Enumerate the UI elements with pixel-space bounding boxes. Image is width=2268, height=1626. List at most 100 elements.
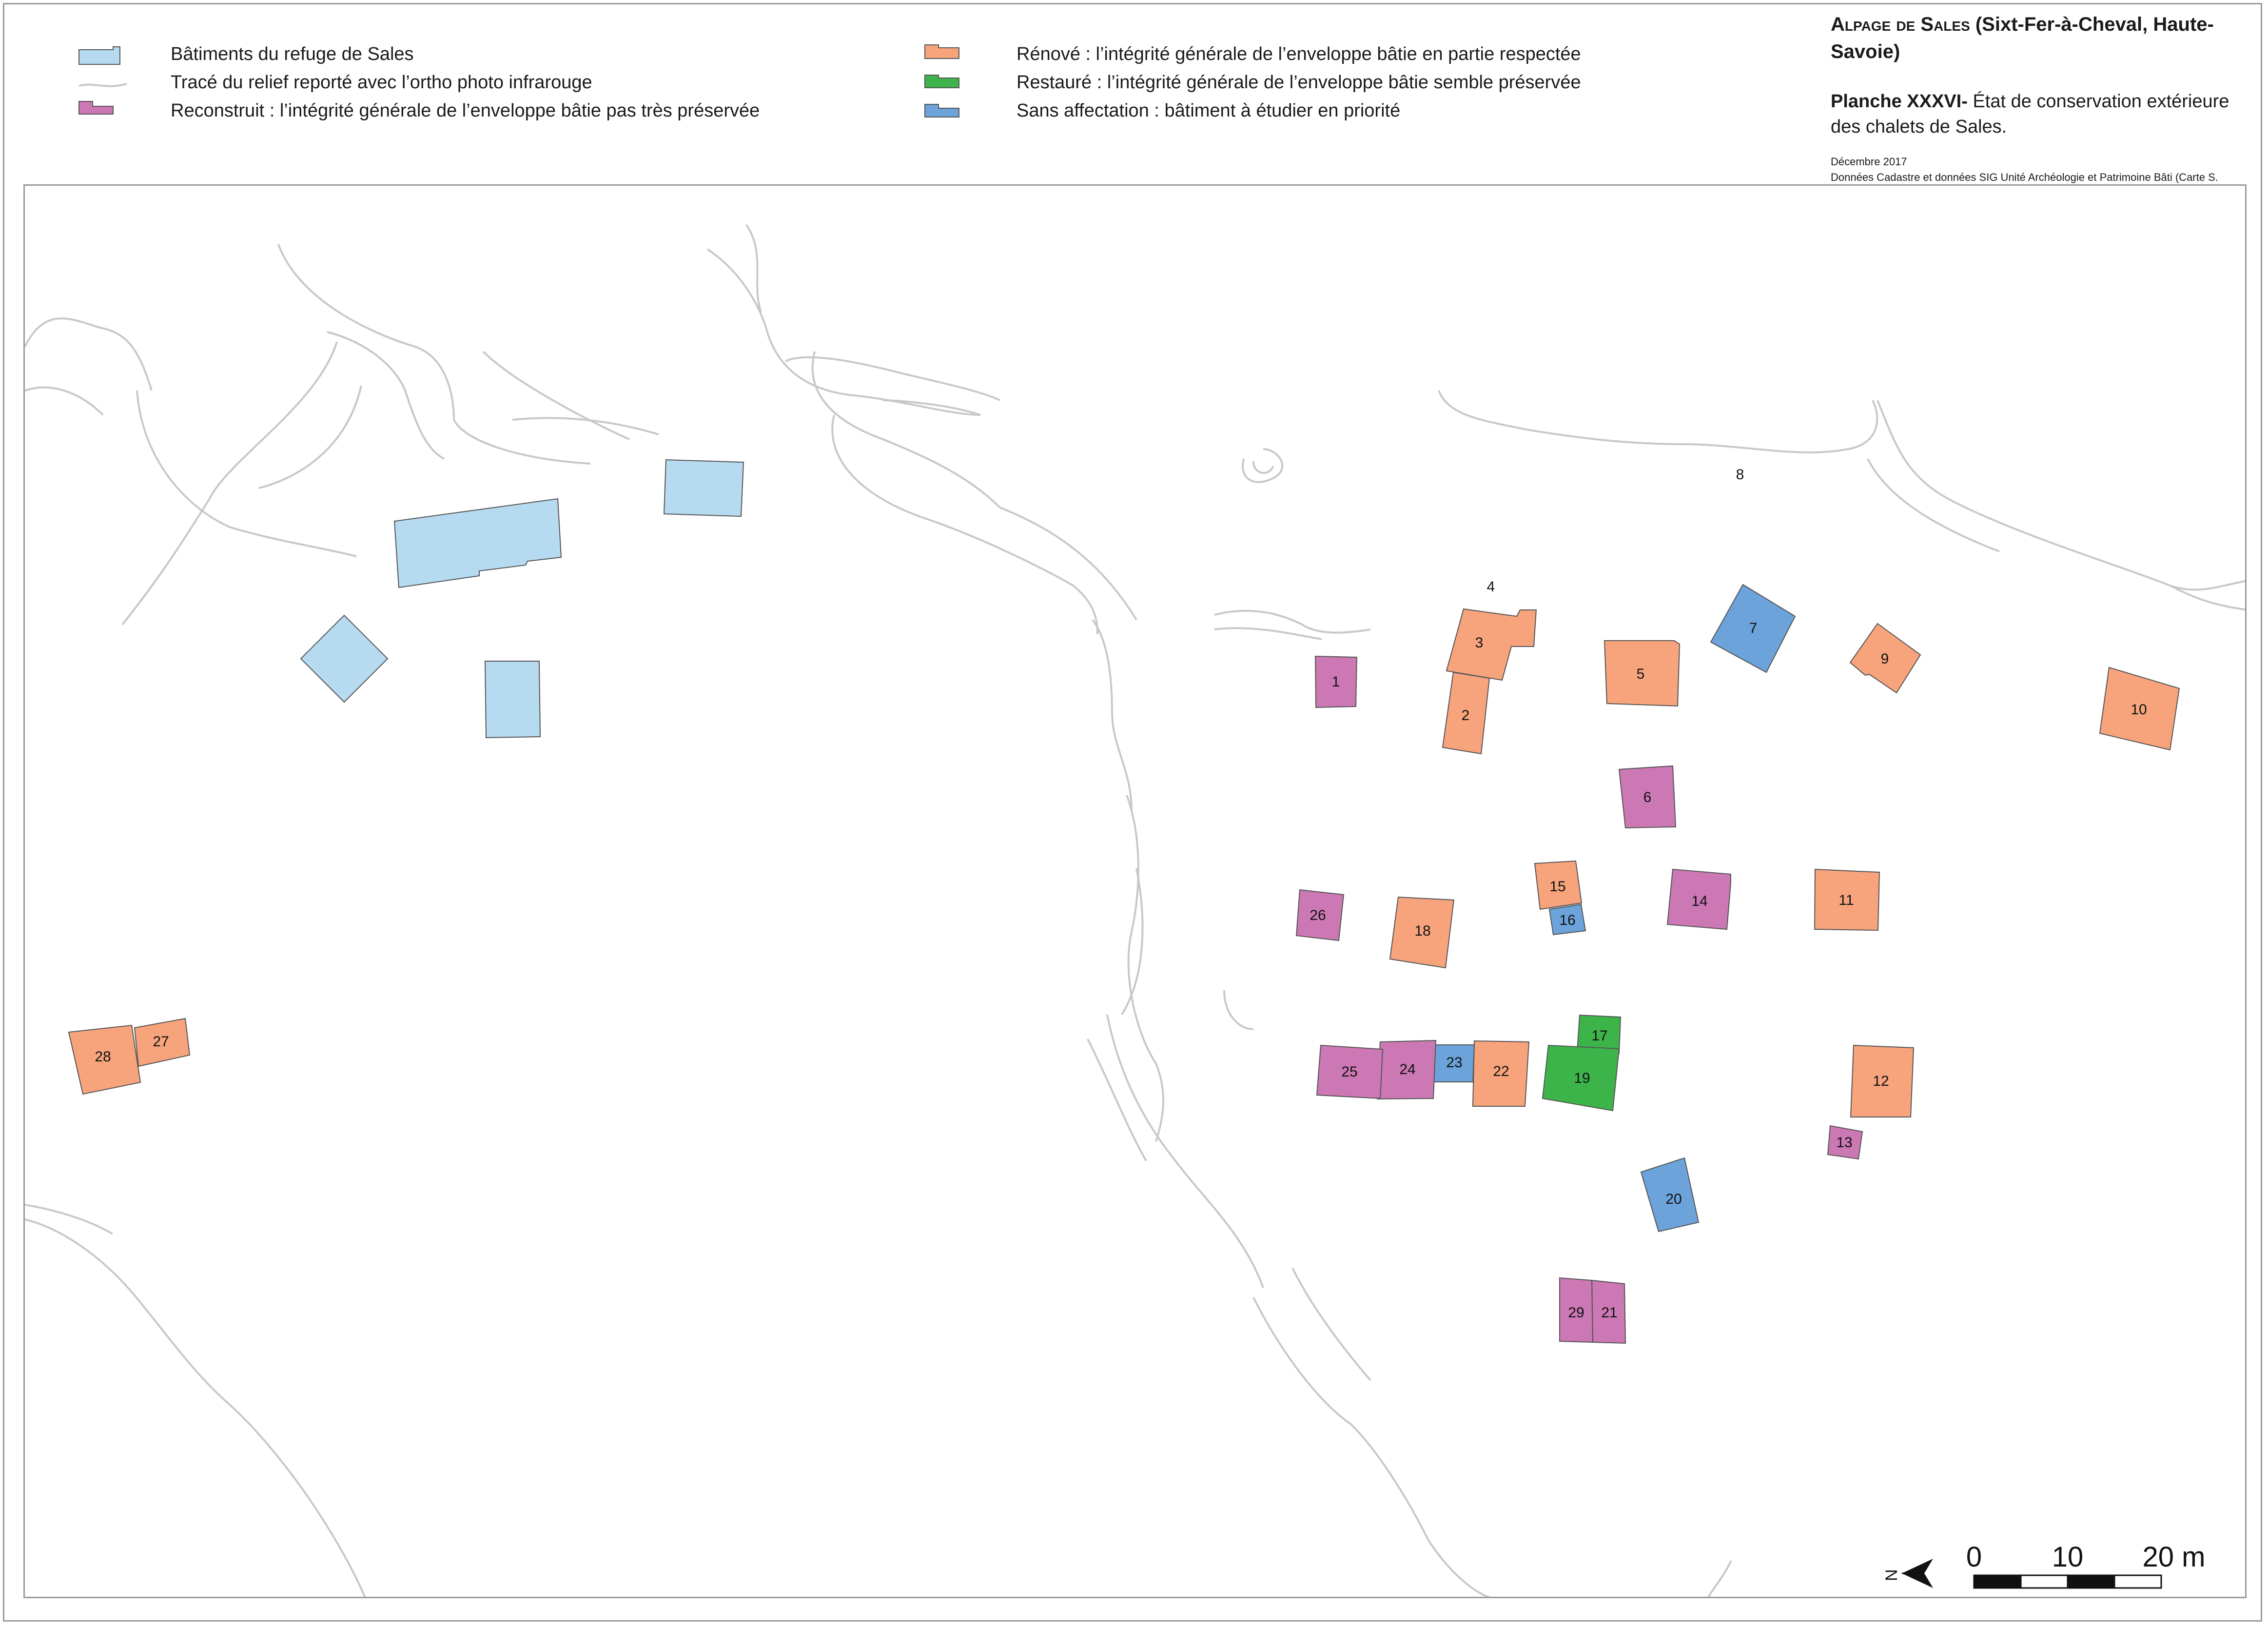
relief-line	[1087, 1038, 1147, 1161]
label-19: 19	[1574, 1070, 1590, 1086]
building-19[interactable]	[1542, 1044, 1620, 1112]
label-1: 1	[1332, 674, 1340, 690]
building-5[interactable]	[1603, 640, 1681, 707]
refuge-building-r4[interactable]	[484, 661, 541, 739]
legend-reconstruit: Reconstruit : l’intégrité générale de l’…	[78, 97, 809, 125]
relief-line	[1121, 868, 1144, 1016]
scale-bar: 0 10 20 m	[1966, 1541, 2206, 1589]
scale-label-0: 0	[1966, 1541, 1982, 1573]
legend-swatch-sans	[924, 104, 959, 118]
north-label: N	[1882, 1569, 1901, 1581]
label-5: 5	[1637, 666, 1645, 682]
relief-line	[258, 385, 362, 489]
relief-line	[512, 417, 659, 435]
building-10[interactable]	[2099, 666, 2180, 751]
legend-refuge: Bâtiments du refuge de Sales	[78, 40, 809, 68]
building-22[interactable]	[1472, 1040, 1530, 1107]
label-17: 17	[1591, 1028, 1607, 1044]
building-26[interactable]	[1295, 889, 1345, 941]
building-3[interactable]	[1446, 608, 1537, 681]
refuge-building-r2[interactable]	[663, 459, 744, 517]
relief-line	[327, 331, 445, 460]
refuge-buildings	[300, 459, 744, 739]
label-14: 14	[1691, 893, 1707, 909]
building-25[interactable]	[1316, 1044, 1384, 1099]
relief-line	[25, 317, 153, 391]
title-block: Alpage de Sales (Sixt-Fer-à-Cheval, Haut…	[1831, 11, 2255, 201]
building-20[interactable]	[1640, 1157, 1700, 1233]
legend-swatch-reconstruit	[78, 101, 114, 115]
relief-line	[1867, 458, 2000, 552]
building-29[interactable]	[1559, 1277, 1594, 1343]
label-22: 22	[1493, 1063, 1509, 1079]
building-27[interactable]	[134, 1018, 191, 1067]
relief-line	[882, 399, 981, 416]
building-12[interactable]	[1850, 1044, 1915, 1117]
label-23: 23	[1446, 1055, 1462, 1071]
legend-sans: Sans affectation : bâtiment à étudier en…	[924, 97, 1655, 125]
relief-line	[1242, 448, 1284, 483]
refuge-building-r3[interactable]	[300, 614, 389, 703]
relief-line	[1214, 609, 1371, 634]
label-2: 2	[1462, 707, 1470, 724]
planche-caption: Planche XXXVI- État de conservation exté…	[1831, 89, 2255, 139]
building-14[interactable]	[1666, 868, 1731, 930]
legend-label-restaure: Restauré : l’intégrité générale de l’env…	[1017, 72, 1581, 93]
relief-line	[1291, 1268, 1371, 1381]
planche-number: Planche XXXVI-	[1831, 91, 1968, 112]
label-6: 6	[1643, 789, 1652, 805]
relief-line	[1106, 1014, 1264, 1288]
sheet-frame	[3, 3, 2262, 1622]
label-12: 12	[1873, 1073, 1889, 1089]
building-15[interactable]	[1534, 860, 1583, 910]
legend-swatch-relief	[78, 83, 127, 87]
building-18[interactable]	[1389, 896, 1455, 969]
label-25: 25	[1341, 1064, 1357, 1080]
legend-label-relief: Tracé du relief reporté avec l’ortho pho…	[171, 72, 592, 93]
relief-line	[1223, 990, 1254, 1030]
refuge-building-r1[interactable]	[393, 498, 562, 588]
label-3: 3	[1475, 635, 1484, 651]
label-7: 7	[1749, 620, 1758, 636]
relief-line	[706, 248, 981, 416]
label-20: 20	[1665, 1191, 1681, 1207]
building-11[interactable]	[1814, 868, 1880, 931]
building-16[interactable]	[1548, 903, 1586, 936]
legend-renove: Rénové : l’intégrité générale de l’envel…	[924, 40, 1655, 68]
scale-label-20m: 20 m	[2143, 1541, 2206, 1573]
relief-line	[453, 419, 591, 465]
building-28[interactable]	[68, 1024, 141, 1095]
legend-label-sans: Sans affectation : bâtiment à étudier en…	[1017, 100, 1401, 121]
legend-swatch-restaure	[924, 75, 959, 88]
building-7[interactable]	[1710, 584, 1796, 673]
relief-line	[831, 414, 1098, 635]
chalet-buildings	[68, 584, 2180, 1344]
legend-label-reconstruit: Reconstruit : l’intégrité générale de l’…	[171, 100, 760, 121]
relief-line	[785, 356, 1000, 401]
building-6[interactable]	[1618, 765, 1677, 829]
scale-label-10: 10	[2052, 1541, 2084, 1573]
label-11: 11	[1838, 892, 1854, 908]
label-15: 15	[1549, 879, 1565, 895]
legend-swatch-refuge	[78, 46, 120, 65]
building-9[interactable]	[1849, 623, 1921, 694]
building-13[interactable]	[1827, 1125, 1863, 1160]
legend-restaure: Restauré : l’intégrité générale de l’env…	[924, 68, 1655, 97]
relief-line	[811, 351, 1137, 621]
building-1[interactable]	[1314, 655, 1358, 708]
relief-line	[277, 244, 455, 420]
north-arrow: N	[1882, 1559, 1933, 1588]
relief-line	[1438, 390, 1878, 453]
label-18: 18	[1414, 923, 1430, 939]
label-29: 29	[1568, 1305, 1584, 1321]
map-title-place: (Sixt-Fer-à-Cheval, Haute-Savoie)	[1831, 14, 2214, 62]
relief-line	[1126, 795, 1164, 1142]
label-26: 26	[1310, 907, 1326, 923]
label-16: 16	[1559, 912, 1575, 928]
building-17[interactable]	[1576, 1014, 1622, 1055]
planche-description: État de conservation extérieure des chal…	[1831, 91, 2229, 137]
legend-relief: Tracé du relief reporté avec l’ortho pho…	[78, 68, 809, 97]
map-date: Décembre 2017	[1831, 156, 1907, 168]
relief-line	[1092, 619, 1133, 810]
label-13: 13	[1836, 1135, 1852, 1151]
